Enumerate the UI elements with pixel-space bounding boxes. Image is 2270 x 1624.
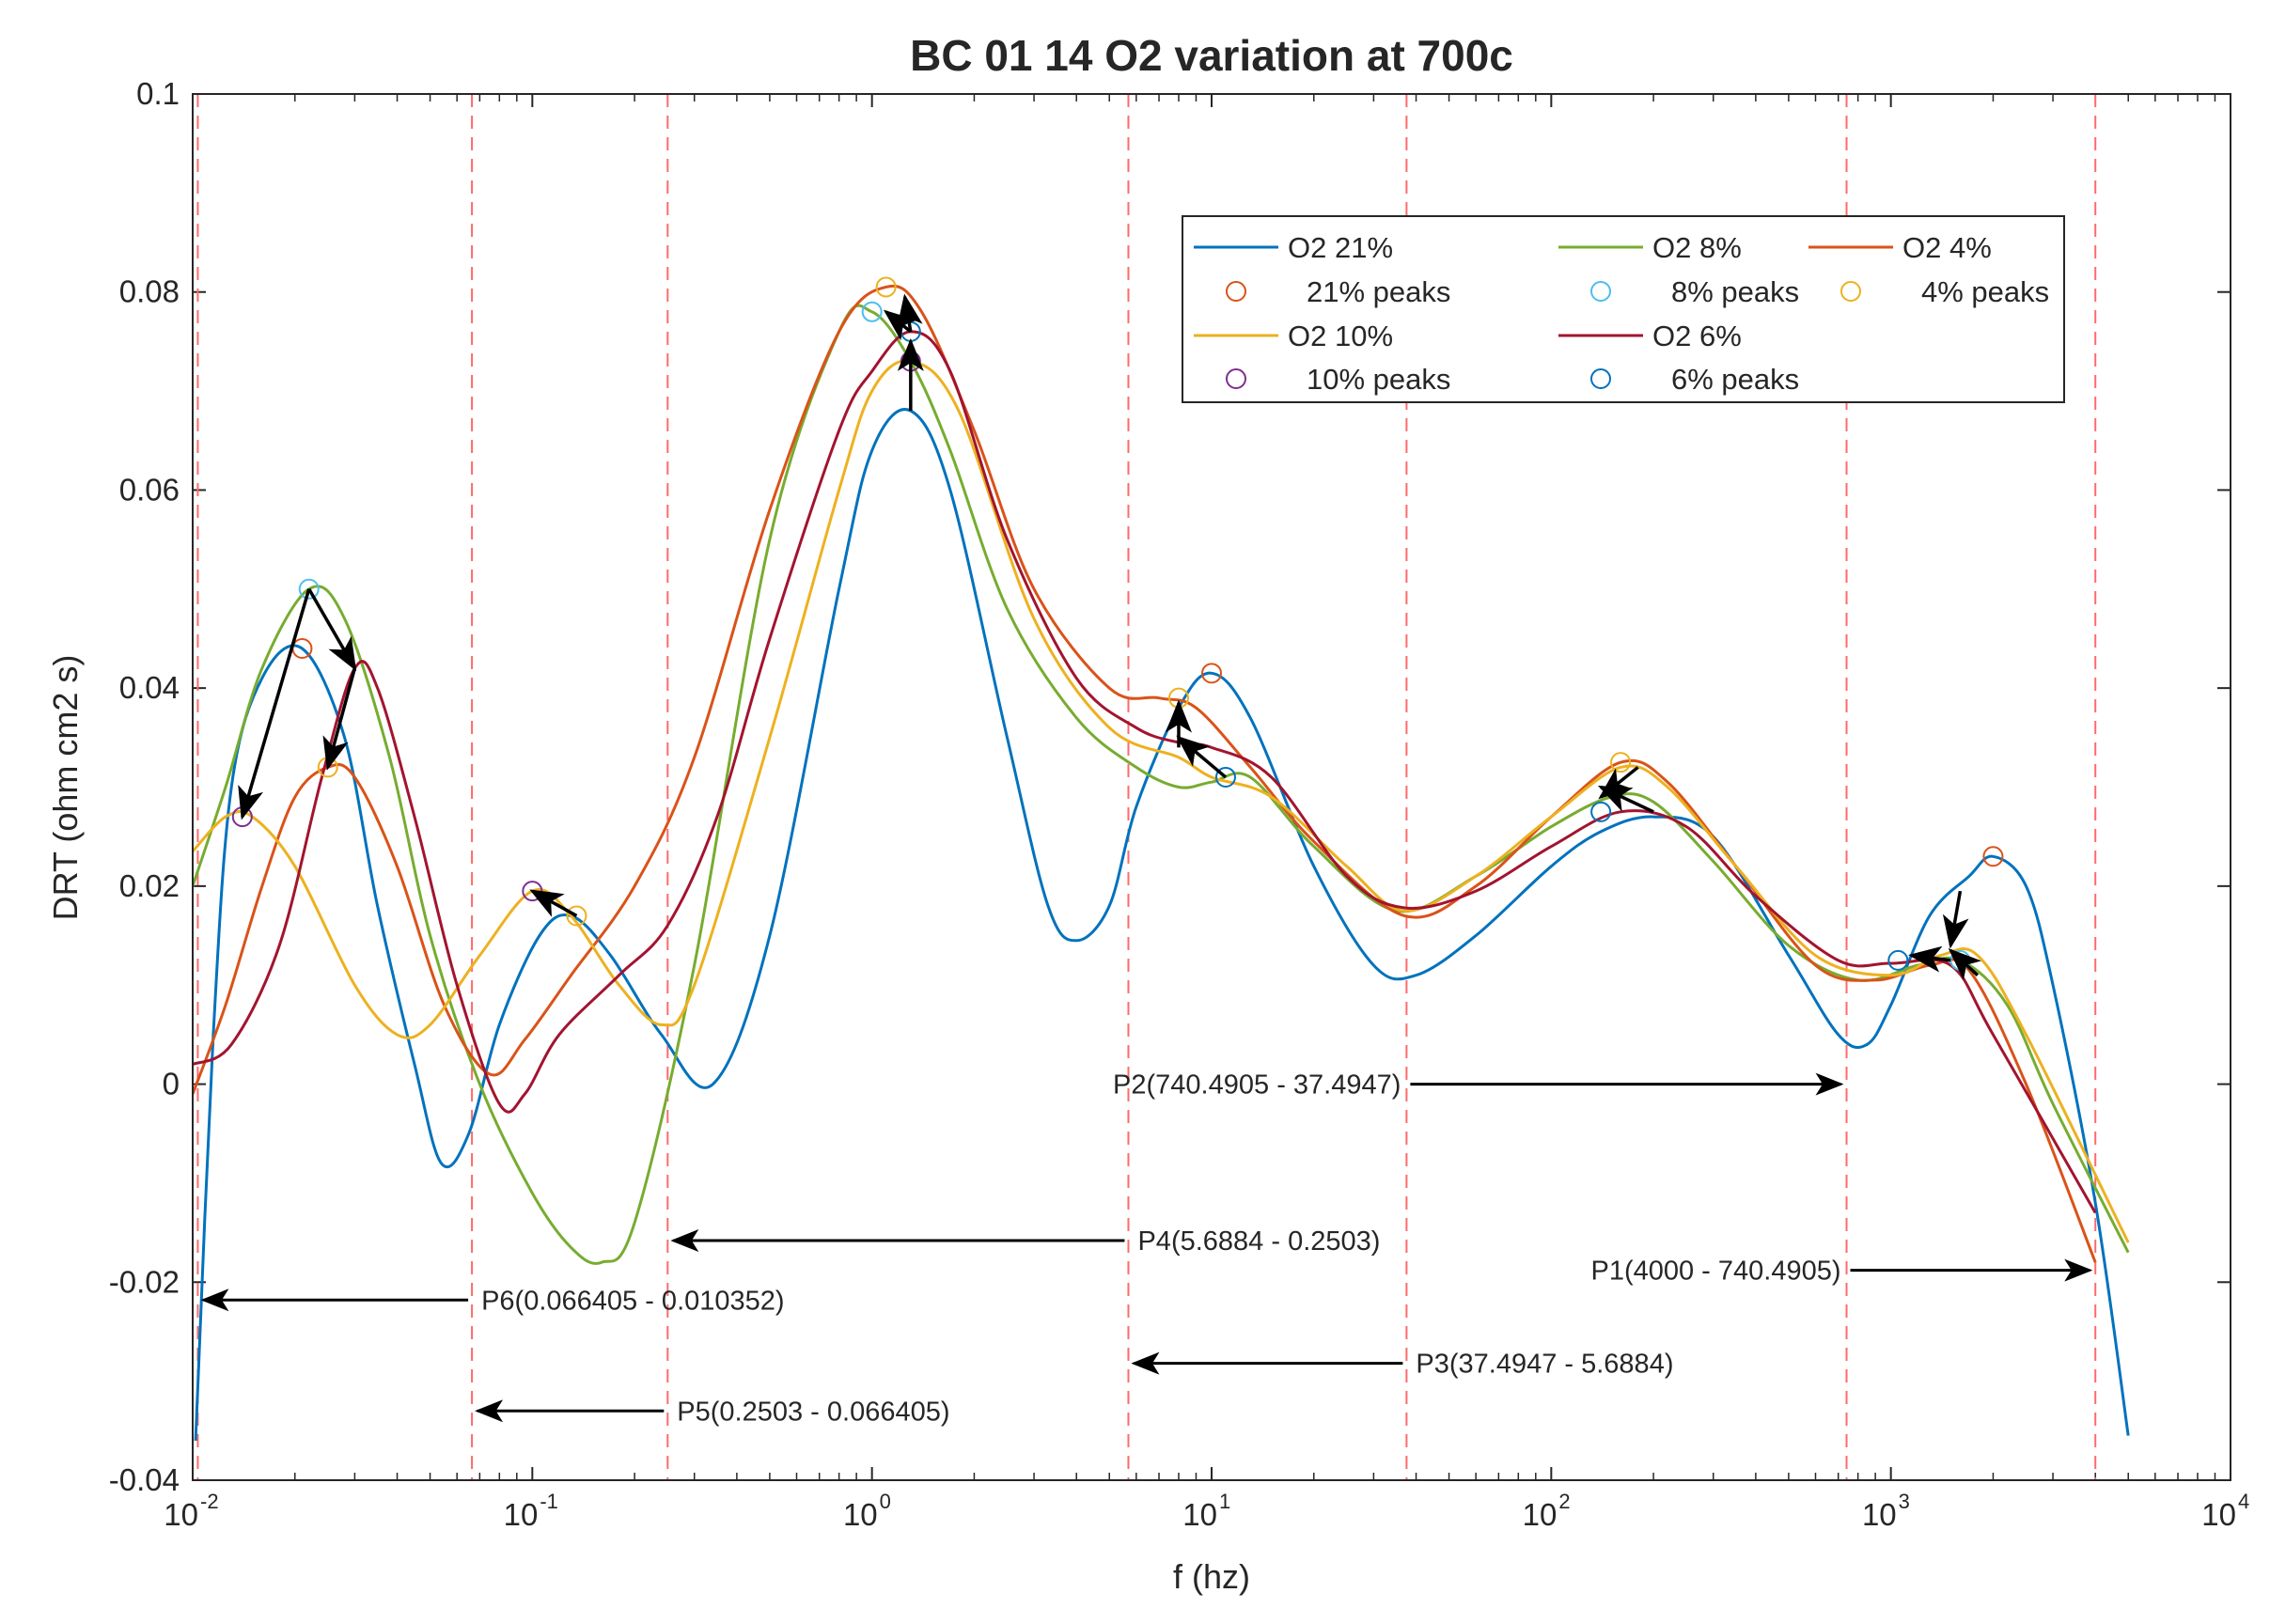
legend-marker-swatch bbox=[1226, 368, 1246, 389]
region-annotation-label: P5(0.2503 - 0.066405) bbox=[677, 1397, 949, 1427]
x-tick-exponent: 3 bbox=[1899, 1490, 1910, 1513]
x-axis-label: f (hz) bbox=[1173, 1557, 1250, 1596]
x-tick-exponent: 1 bbox=[1219, 1490, 1230, 1513]
region-annotation-label: P2(740.4905 - 37.4947) bbox=[1113, 1070, 1401, 1101]
peak-shift-arrow bbox=[322, 667, 357, 771]
peak-marker bbox=[861, 301, 883, 322]
x-tick-exponent: -2 bbox=[200, 1490, 219, 1513]
series-line bbox=[194, 408, 2130, 1441]
legend-peak-label: 8% peaks bbox=[1671, 275, 1799, 308]
legend-marker-swatch bbox=[1590, 281, 1611, 302]
x-tick-exponent: -1 bbox=[540, 1490, 558, 1513]
legend-peak-label: 21% peaks bbox=[1307, 275, 1450, 308]
x-tick-label: 10 bbox=[2201, 1497, 2236, 1532]
series-line bbox=[193, 359, 2130, 1243]
legend-series-label: O2 10% bbox=[1288, 320, 1393, 352]
region-annotations: P1(4000 - 740.4905) P2(740.4905 - 37.4947… bbox=[200, 1070, 2093, 1427]
y-tick-label: 0.04 bbox=[119, 670, 180, 705]
y-tick-label: -0.02 bbox=[109, 1264, 180, 1299]
region-annotation-label: P3(37.4947 - 5.6884) bbox=[1416, 1350, 1673, 1380]
chart-title: BC 01 14 O2 variation at 700c bbox=[910, 31, 1513, 80]
peak-shift-arrow bbox=[1598, 766, 1639, 800]
legend-series-label: O2 6% bbox=[1652, 320, 1742, 352]
y-axis-label: DRT (ohm cm2 s) bbox=[46, 655, 85, 921]
y-tick-label: 0 bbox=[163, 1067, 180, 1101]
legend-peak-label: 6% peaks bbox=[1671, 363, 1799, 396]
peak-shift-arrow bbox=[529, 889, 578, 917]
peak-marker bbox=[1201, 663, 1222, 684]
region-annotation-label: P1(4000 - 740.4905) bbox=[1590, 1257, 1840, 1287]
legend-series-label: O2 8% bbox=[1652, 231, 1742, 264]
y-tick-labels: -0.04 -0.02 0 0.02 0.04 0.06 0.08 0.1 bbox=[109, 76, 180, 1497]
legend-marker-swatch bbox=[1840, 281, 1861, 302]
peak-marker bbox=[298, 578, 320, 600]
series-line bbox=[193, 330, 2097, 1214]
peak-shift-arrow bbox=[1176, 735, 1228, 779]
legend-peak-label: 10% peaks bbox=[1307, 363, 1450, 396]
legend-marker-swatch bbox=[1590, 368, 1611, 389]
x-tick-exponent: 2 bbox=[1558, 1490, 1570, 1513]
peak-marker bbox=[1214, 766, 1236, 788]
x-tick-label: 10 bbox=[1182, 1497, 1217, 1532]
y-tick-label: 0.08 bbox=[119, 274, 180, 309]
peak-shift-arrow bbox=[1908, 945, 1951, 973]
x-tick-label: 10 bbox=[1523, 1497, 1558, 1532]
peak-marker bbox=[1887, 949, 1909, 971]
plot-frame bbox=[192, 93, 2231, 1481]
x-tick-label: 10 bbox=[504, 1497, 539, 1532]
y-tick-label: 0.1 bbox=[136, 76, 180, 111]
region-divider-lines bbox=[196, 94, 2097, 1480]
x-tick-labels: 10 -2 10 -1 10 0 10 1 10 2 10 3 10 4 bbox=[164, 1490, 2249, 1532]
region-annotation-label: P6(0.066405 - 0.010352) bbox=[481, 1286, 784, 1316]
peak-shift-arrow bbox=[307, 587, 357, 672]
legend: O2 21% O2 8% O2 4% O2 10% O2 6% 21% peaks 8% p… bbox=[1182, 215, 2065, 403]
series-lines bbox=[193, 284, 2130, 1441]
x-tick-label: 10 bbox=[164, 1497, 198, 1532]
peak-shift-arrow bbox=[238, 588, 311, 820]
legend-series-label: O2 21% bbox=[1288, 231, 1393, 264]
x-tick-exponent: 4 bbox=[2238, 1490, 2249, 1513]
legend-peak-label: 4% peaks bbox=[1921, 275, 2049, 308]
x-tick-exponent: 0 bbox=[880, 1490, 891, 1513]
peak-shift-arrow bbox=[1948, 947, 1981, 980]
y-tick-label: 0.02 bbox=[119, 868, 180, 903]
legend-series-label: O2 4% bbox=[1902, 231, 1992, 264]
peak-shift-arrow bbox=[897, 293, 923, 333]
peak-shift-arrows bbox=[238, 293, 1981, 980]
x-tick-label: 10 bbox=[843, 1497, 878, 1532]
region-annotation-label: P4(5.6884 - 0.2503) bbox=[1137, 1226, 1380, 1257]
peak-marker bbox=[566, 905, 587, 927]
series-line bbox=[193, 304, 2130, 1265]
peak-marker bbox=[1982, 846, 2004, 867]
peak-marker bbox=[875, 276, 897, 298]
y-tick-label: 0.06 bbox=[119, 472, 180, 507]
x-tick-label: 10 bbox=[1862, 1497, 1897, 1532]
peak-shift-arrow bbox=[1942, 890, 1969, 949]
y-tick-label: -0.04 bbox=[109, 1462, 180, 1497]
legend-marker-swatch bbox=[1226, 281, 1246, 302]
